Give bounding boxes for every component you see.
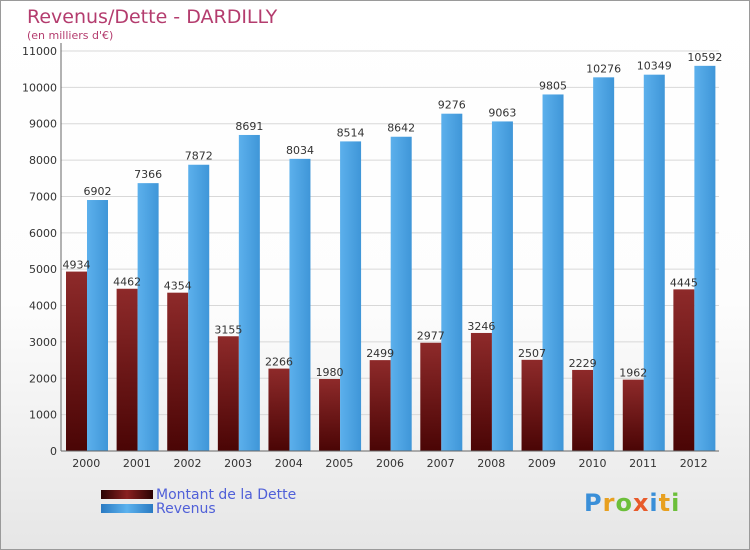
debt-value-label: 4934 [63, 259, 91, 272]
debt-bar [66, 271, 87, 451]
x-tick-label: 2006 [376, 457, 404, 470]
debt-bar [319, 379, 341, 451]
debt-value-label: 3155 [214, 323, 242, 336]
revenue-value-label: 10592 [687, 51, 722, 64]
x-tick-label: 2008 [477, 457, 505, 470]
debt-bar [116, 288, 138, 451]
x-tick-label: 2009 [528, 457, 556, 470]
debt-value-label: 1980 [316, 366, 344, 379]
logo-letter: o [615, 489, 633, 517]
revenue-bar [87, 200, 108, 451]
revenue-bar [188, 164, 210, 451]
debt-bar [673, 289, 695, 451]
revenue-bar [593, 77, 615, 451]
debt-value-label: 4445 [670, 276, 698, 289]
y-tick-label: 7000 [29, 190, 57, 203]
revenue-value-label: 9063 [488, 106, 516, 119]
legend-label-revenus: Revenus [156, 501, 216, 517]
logo-letter: P [584, 489, 603, 517]
x-tick-label: 2010 [578, 457, 606, 470]
logo-letter: r [602, 489, 616, 517]
y-tick-label: 9000 [29, 118, 57, 131]
x-tick-label: 2005 [325, 457, 353, 470]
revenue-bar [441, 113, 463, 451]
revenue-value-label: 6902 [84, 185, 112, 198]
y-tick-label: 3000 [29, 336, 57, 349]
revenue-value-label: 7366 [134, 168, 162, 181]
debt-value-label: 2499 [366, 347, 394, 360]
y-tick-label: 10000 [22, 81, 57, 94]
y-tick-label: 4000 [29, 300, 57, 313]
revenue-bar [340, 141, 362, 451]
debt-bar [369, 360, 391, 451]
revenue-bar [238, 134, 260, 452]
revenue-bar [137, 183, 159, 452]
x-tick-label: 2002 [174, 457, 202, 470]
legend-swatch-revenus [101, 504, 153, 513]
x-tick-label: 2007 [427, 457, 455, 470]
logo-letter: x [632, 489, 650, 517]
y-tick-label: 1000 [29, 409, 57, 422]
y-tick-label: 8000 [29, 154, 57, 167]
revenue-value-label: 10349 [637, 60, 672, 73]
legend-swatch-dette [101, 490, 153, 499]
y-tick-label: 11000 [22, 45, 57, 58]
debt-value-label: 2266 [265, 356, 293, 369]
proxiti-logo: Proxiti [584, 489, 680, 517]
revenue-value-label: 7872 [185, 150, 213, 163]
revenue-bar [491, 121, 513, 451]
debt-bar [622, 379, 644, 451]
x-tick-label: 2001 [123, 457, 151, 470]
debt-bar [217, 336, 239, 451]
debt-bar [521, 359, 543, 451]
y-tick-label: 2000 [29, 372, 57, 385]
debt-value-label: 4462 [113, 276, 141, 289]
revenue-bar [643, 74, 665, 451]
x-tick-label: 2003 [224, 457, 252, 470]
debt-value-label: 2229 [569, 357, 597, 370]
x-tick-label: 2011 [629, 457, 657, 470]
debt-value-label: 2977 [417, 330, 445, 343]
debt-bar [572, 369, 594, 451]
revenue-value-label: 9805 [539, 79, 567, 92]
debt-value-label: 1962 [619, 367, 647, 380]
logo-letter: t [658, 489, 672, 517]
debt-value-label: 4354 [164, 280, 192, 293]
x-tick-label: 2000 [72, 457, 100, 470]
revenue-value-label: 8034 [286, 144, 314, 157]
revenue-value-label: 8514 [337, 126, 365, 139]
y-tick-label: 6000 [29, 227, 57, 240]
legend-label-dette: Montant de la Dette [156, 487, 297, 503]
y-tick-label: 0 [50, 445, 57, 458]
x-tick-label: 2004 [275, 457, 303, 470]
debt-bar [420, 342, 442, 451]
logo-letter: i [671, 489, 681, 517]
chart-subtitle: (en milliers d'€) [27, 29, 114, 42]
chart-title: Revenus/Dette - DARDILLY [27, 6, 278, 28]
revenue-value-label: 10276 [586, 62, 621, 75]
revenue-value-label: 8642 [387, 122, 415, 135]
logo-letter: i [649, 489, 659, 517]
revenue-value-label: 8691 [235, 120, 263, 133]
revenue-bar [390, 136, 412, 451]
revenue-bar [542, 94, 564, 452]
debt-value-label: 2507 [518, 347, 546, 360]
debt-bar [470, 332, 492, 451]
revenue-bar [694, 65, 716, 451]
revenue-value-label: 9276 [438, 99, 466, 112]
debt-value-label: 3246 [467, 320, 495, 333]
revenue-bar [289, 158, 311, 451]
y-tick-label: 5000 [29, 263, 57, 276]
x-tick-label: 2012 [680, 457, 708, 470]
debt-bar [167, 292, 189, 451]
debt-bar [268, 368, 290, 451]
